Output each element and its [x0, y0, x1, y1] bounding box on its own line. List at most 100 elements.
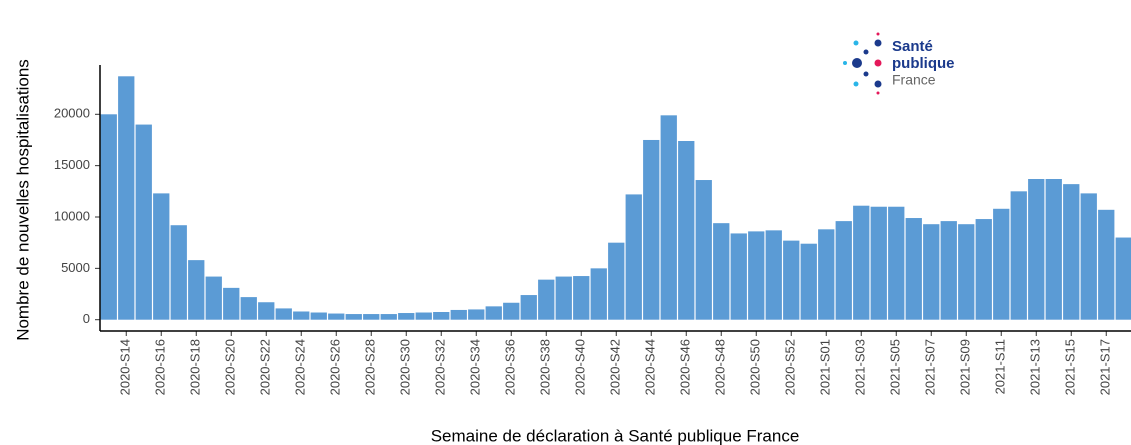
x-tick-label: 2021-S13	[1028, 339, 1043, 395]
x-tick-label: 2020-S40	[573, 339, 588, 395]
bar	[730, 233, 747, 320]
x-tick-label: 2020-S28	[363, 339, 378, 395]
bar	[135, 124, 152, 320]
x-tick-label: 2020-S14	[118, 339, 133, 395]
bar	[783, 240, 800, 320]
y-tick-label: 15000	[54, 157, 90, 172]
x-tick-label: 2020-S42	[608, 339, 623, 395]
bar	[660, 115, 677, 320]
bar	[923, 224, 940, 320]
bar	[468, 309, 485, 320]
x-tick-label: 2021-S01	[818, 339, 833, 395]
x-tick-label: 2020-S24	[293, 339, 308, 395]
x-tick-label: 2020-S34	[468, 339, 483, 395]
bar	[1028, 179, 1045, 320]
bar	[800, 243, 817, 320]
x-tick-label: 2020-S16	[153, 339, 168, 395]
bar	[538, 279, 555, 320]
logo: Santé publique France	[843, 32, 955, 95]
bar	[398, 313, 415, 320]
bar	[748, 231, 765, 320]
x-tick-label: 2020-S18	[188, 339, 203, 395]
bar	[153, 193, 170, 320]
bar	[240, 297, 257, 320]
bar	[643, 139, 660, 320]
x-tick-label: 2020-S22	[258, 339, 273, 395]
x-tick-label: 2020-S46	[678, 339, 693, 395]
bar	[345, 314, 362, 320]
bar	[380, 314, 397, 320]
bar	[1080, 193, 1097, 320]
bar	[520, 295, 537, 320]
bar	[818, 229, 835, 320]
bar	[415, 312, 432, 320]
bar	[870, 206, 887, 320]
y-axis-title: Nombre de nouvelles hospitalisations	[13, 59, 32, 341]
x-tick-label: 2021-S09	[958, 339, 973, 395]
x-tick-label: 2021-S05	[888, 339, 903, 395]
bar	[590, 268, 607, 320]
bar	[100, 114, 117, 320]
y-tick-label: 5000	[61, 260, 90, 275]
bar	[328, 313, 345, 320]
bar	[363, 314, 380, 320]
logo-text: Santé	[892, 38, 933, 55]
bar	[975, 219, 992, 320]
x-tick-label: 2021-S03	[853, 339, 868, 395]
bar	[555, 276, 572, 320]
bar	[205, 276, 222, 320]
x-tick-label: 2020-S50	[748, 339, 763, 395]
bar	[608, 242, 625, 320]
bar	[888, 206, 905, 320]
x-tick-label: 2020-S52	[783, 339, 798, 395]
x-tick-label: 2021-S17	[1098, 339, 1113, 395]
x-tick-label: 2020-S48	[713, 339, 728, 395]
x-tick-label: 2020-S38	[538, 339, 553, 395]
bar	[1115, 237, 1131, 320]
bar	[853, 205, 870, 320]
bar	[958, 224, 975, 320]
bar	[1045, 179, 1062, 320]
x-tick-label: 2020-S44	[643, 339, 658, 395]
bar	[695, 180, 712, 320]
x-tick-label: 2021-S15	[1063, 339, 1078, 395]
bar	[258, 302, 275, 320]
bar	[170, 225, 187, 320]
x-tick-label: 2021-S11	[993, 339, 1008, 394]
x-tick-label: 2020-S26	[328, 339, 343, 395]
x-tick-label: 2020-S30	[398, 339, 413, 395]
bar	[1010, 191, 1027, 320]
bar	[678, 141, 695, 320]
bar	[485, 306, 502, 320]
bar	[713, 223, 730, 320]
bar	[993, 208, 1010, 320]
bar	[503, 302, 520, 320]
logo-text: publique	[892, 55, 955, 72]
x-axis-title: Semaine de déclaration à Santé publique …	[431, 426, 800, 445]
bar	[905, 218, 922, 320]
bar	[223, 287, 240, 320]
bar	[433, 312, 450, 320]
bar	[573, 276, 590, 320]
y-tick-label: 10000	[54, 208, 90, 223]
bar	[188, 260, 205, 320]
x-tick-label: 2021-S07	[923, 339, 938, 395]
bar	[765, 230, 782, 320]
x-tick-label: 2020-S36	[503, 339, 518, 395]
bar	[625, 194, 642, 320]
bar	[293, 311, 310, 320]
y-tick-label: 0	[83, 311, 90, 326]
x-tick-label: 2020-S20	[223, 339, 238, 395]
y-tick-label: 20000	[54, 106, 90, 121]
bar	[940, 221, 957, 320]
bar	[118, 76, 135, 320]
bar	[275, 308, 292, 320]
bar	[310, 312, 327, 320]
bar	[1098, 209, 1115, 320]
logo-text: France	[892, 72, 936, 88]
x-tick-label: 2020-S32	[433, 339, 448, 395]
bar	[1063, 184, 1080, 320]
bar	[835, 221, 852, 320]
bar	[450, 309, 467, 320]
